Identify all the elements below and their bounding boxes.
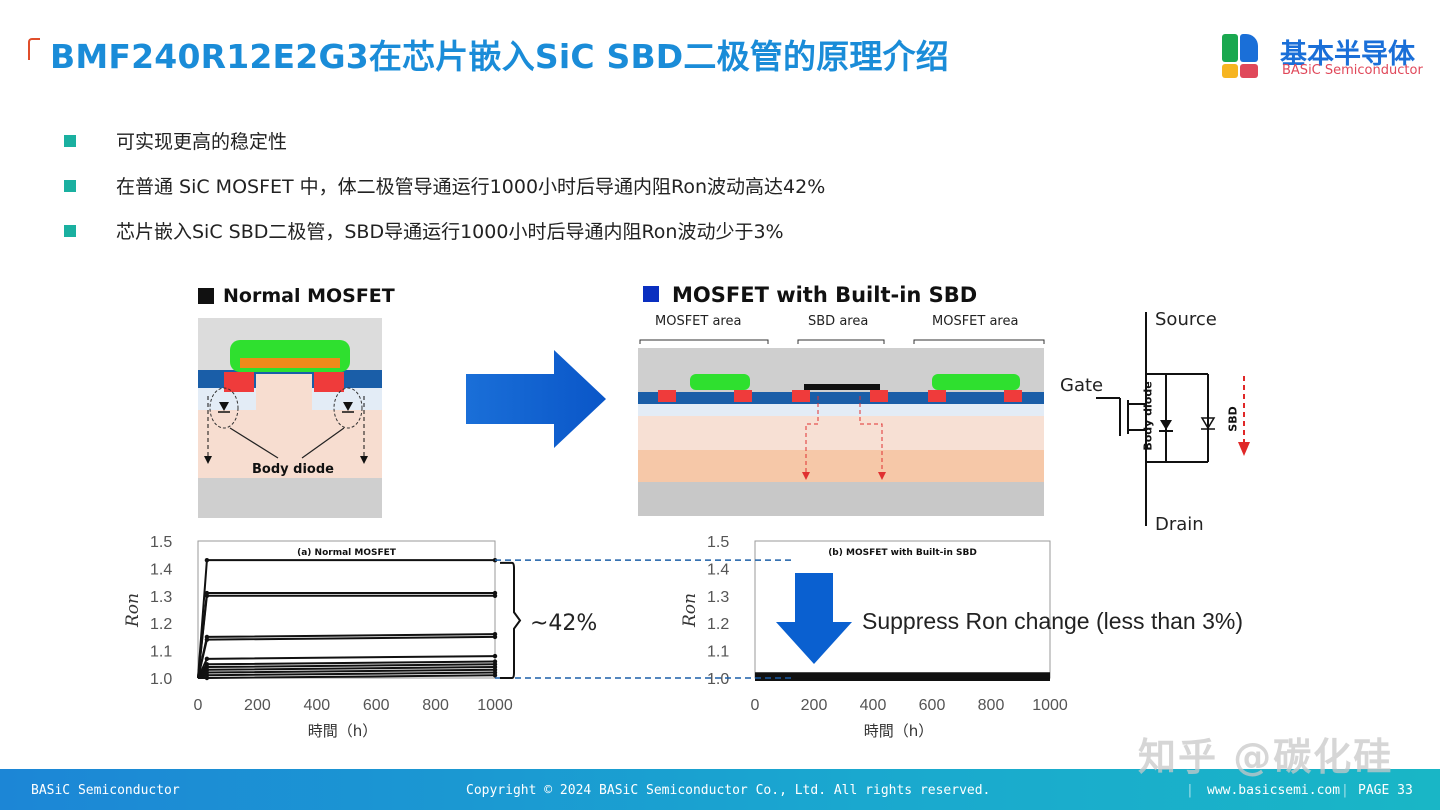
chart-title: (b) MOSFET with Built-in SBD bbox=[828, 548, 977, 558]
footer-divider: | bbox=[1341, 783, 1349, 798]
data-point bbox=[492, 653, 498, 659]
circuit-body-diode-label: Body diode bbox=[1141, 381, 1155, 451]
data-point bbox=[204, 675, 210, 681]
bullet-marker bbox=[64, 134, 76, 147]
y-tick-label: 1.3 bbox=[707, 589, 729, 606]
mosfet-area-label-right: MOSFET area bbox=[932, 314, 1019, 329]
x-axis-label: 時間（h） bbox=[308, 722, 378, 740]
y-tick-label: 1.5 bbox=[150, 534, 172, 551]
sbd-mosfet-cross-section bbox=[638, 339, 1045, 516]
sbd-mosfet-title: MOSFET with Built-in SBD bbox=[672, 283, 978, 307]
footer-company: BASiC Semiconductor bbox=[31, 783, 180, 798]
ron-charts: (a) Normal MOSFET 1.0 1.1 1.2 1.3 1.4 1.5 0 200 4… bbox=[123, 534, 1243, 740]
footer-website-link[interactable]: www.basicsemi.com bbox=[1207, 783, 1341, 798]
bullet-list: 可实现更高的稳定性 在普通 SiC MOSFET 中，体二极管导通运行1000小… bbox=[64, 118, 825, 253]
y-tick-label: 1.4 bbox=[707, 561, 729, 578]
page-title: BMF240R12E2G3在芯片嵌入SiC SBD二极管的原理介绍 bbox=[50, 37, 950, 76]
normal-mosfet-legend-square bbox=[198, 288, 214, 304]
logo-square-red bbox=[1240, 64, 1258, 78]
footer-bar: BASiC Semiconductor Copyright © 2024 BAS… bbox=[0, 769, 1440, 810]
circuit-sbd-label: SBD bbox=[1226, 406, 1240, 432]
sbd-mosfet-legend-square bbox=[643, 286, 659, 302]
y-axis-label: Ron bbox=[680, 593, 700, 628]
mosfet-sbd-circuit-symbol bbox=[1096, 312, 1250, 526]
y-tick-label: 1.2 bbox=[707, 616, 729, 633]
chart-title: (a) Normal MOSFET bbox=[297, 548, 397, 558]
logo-square-green bbox=[1222, 34, 1238, 62]
y-axis-label: Ron bbox=[123, 593, 143, 628]
change-percentage-label: ~42% bbox=[530, 611, 597, 636]
bullet-item: 芯片嵌入SiC SBD二极管，SBD导通运行1000小时后导通内阻Ron波动少于… bbox=[64, 208, 825, 253]
x-tick-label: 0 bbox=[751, 697, 760, 714]
x-tick-label: 200 bbox=[244, 697, 271, 714]
title-accent-mark bbox=[28, 38, 40, 60]
sbd-area-label: SBD area bbox=[808, 314, 869, 329]
circuit-gate-label: Gate bbox=[1060, 375, 1104, 396]
y-tick-label: 1.0 bbox=[150, 671, 172, 688]
range-bracket bbox=[500, 561, 522, 679]
bullet-text: 可实现更高的稳定性 bbox=[116, 131, 288, 153]
bullet-text: 在普通 SiC MOSFET 中，体二极管导通运行1000小时后导通内阻Ron波… bbox=[116, 176, 826, 198]
y-tick-label: 1.1 bbox=[150, 644, 172, 661]
data-point bbox=[492, 634, 498, 640]
data-point bbox=[204, 593, 210, 598]
data-point bbox=[204, 557, 210, 563]
circuit-source-label: Source bbox=[1155, 309, 1217, 330]
normal-mosfet-title: Normal MOSFET bbox=[223, 285, 395, 307]
y-tick-label: 1.3 bbox=[150, 589, 172, 606]
x-axis-label: 時間（h） bbox=[864, 722, 934, 740]
x-tick-label: 0 bbox=[194, 697, 203, 714]
logo-square-yellow bbox=[1222, 64, 1238, 78]
bullet-item: 可实现更高的稳定性 bbox=[64, 118, 825, 163]
arrow-right-icon bbox=[466, 350, 606, 448]
body-diode-label: Body diode bbox=[252, 462, 334, 477]
circuit-drain-label: Drain bbox=[1155, 514, 1204, 535]
data-point bbox=[204, 637, 210, 642]
arrow-down-icon bbox=[776, 573, 852, 664]
footer-divider: | bbox=[1186, 783, 1194, 798]
x-tick-label: 800 bbox=[422, 697, 449, 714]
logo-text-cn: 基本半导体 bbox=[1280, 39, 1415, 70]
y-tick-label: 1.4 bbox=[150, 561, 172, 578]
x-tick-label: 1000 bbox=[477, 697, 513, 714]
footer-page-number: PAGE 33 bbox=[1358, 783, 1413, 798]
y-tick-label: 1.1 bbox=[707, 644, 729, 661]
data-point bbox=[204, 656, 210, 662]
logo-square-blue bbox=[1240, 34, 1258, 62]
bullet-marker bbox=[64, 224, 76, 237]
bullet-text: 芯片嵌入SiC SBD二极管，SBD导通运行1000小时后导通内阻Ron波动少于… bbox=[116, 221, 784, 243]
data-point bbox=[492, 673, 498, 678]
suppress-annotation: Suppress Ron change (less than 3%) bbox=[862, 608, 1243, 634]
watermark: 知乎 @碳化硅 bbox=[1138, 735, 1394, 779]
footer-copyright: Copyright © 2024 BASiC Semiconductor Co.… bbox=[466, 783, 991, 798]
company-logo: 基本半导体 BASiC Semiconductor bbox=[1222, 34, 1423, 80]
mosfet-area-label-left: MOSFET area bbox=[655, 314, 742, 329]
bullet-marker bbox=[64, 179, 76, 192]
y-tick-label: 1.2 bbox=[150, 616, 172, 633]
x-tick-label: 800 bbox=[978, 697, 1005, 714]
x-tick-label: 1000 bbox=[1032, 697, 1068, 714]
chart-frame bbox=[197, 540, 496, 679]
logo-text-en: BASiC Semiconductor bbox=[1282, 63, 1423, 78]
data-point bbox=[492, 593, 498, 598]
bullet-item: 在普通 SiC MOSFET 中，体二极管导通运行1000小时后导通内阻Ron波… bbox=[64, 163, 825, 208]
x-tick-label: 400 bbox=[860, 697, 887, 714]
x-tick-label: 200 bbox=[801, 697, 828, 714]
x-tick-label: 600 bbox=[919, 697, 946, 714]
y-tick-label: 1.0 bbox=[707, 671, 729, 688]
x-tick-label: 400 bbox=[303, 697, 330, 714]
x-tick-label: 600 bbox=[363, 697, 390, 714]
y-tick-label: 1.5 bbox=[707, 534, 729, 551]
normal-mosfet-cross-section bbox=[198, 318, 382, 518]
